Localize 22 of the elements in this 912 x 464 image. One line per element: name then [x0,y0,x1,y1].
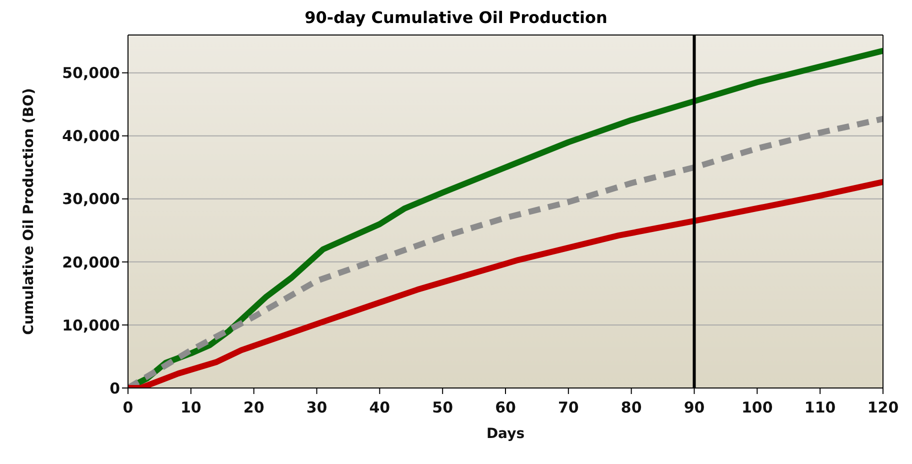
x-tick-label: 120 [867,398,899,417]
x-tick-label: 60 [495,398,516,417]
x-tick-label: 20 [243,398,264,417]
x-tick-label: 100 [742,398,773,417]
y-tick-label: 30,000 [62,190,120,208]
x-tick-label: 40 [369,398,390,417]
x-tick-label: 30 [306,398,328,417]
y-axis-title: Cumulative Oil Production (BO) [20,88,37,335]
x-tick-label: 70 [558,398,579,417]
y-tick-label: 20,000 [62,253,120,272]
x-tick-label: 110 [804,398,836,417]
x-tick-label: 90 [684,398,705,417]
y-tick-label: 10,000 [62,316,120,334]
y-tick-label: 40,000 [62,127,120,146]
x-tick-label: 80 [620,398,642,417]
chart-title: 90-day Cumulative Oil Production [304,8,608,28]
x-tick-label: 50 [432,398,454,417]
x-tick-label: 0 [122,398,134,417]
y-tick-label: 0 [110,379,120,398]
y-tick-label: 50,000 [62,64,120,82]
x-tick-label: 10 [180,398,202,417]
x-axis-title: Days [486,426,525,442]
